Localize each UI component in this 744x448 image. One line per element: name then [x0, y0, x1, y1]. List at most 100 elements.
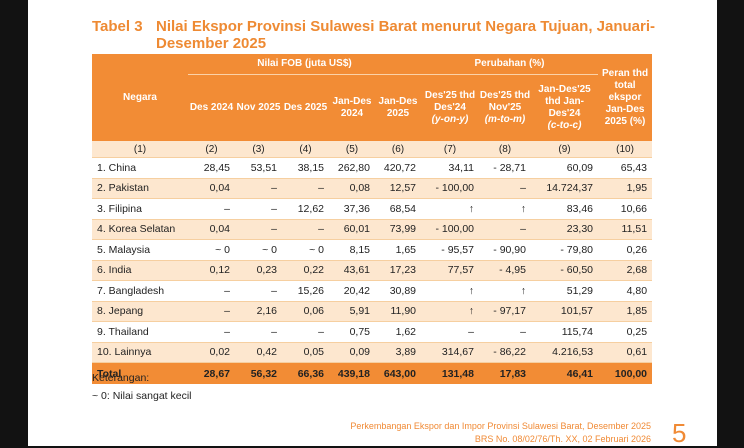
- header-change-label: Jan-Des'25 thd Jan-Des'24: [538, 84, 591, 119]
- table-cell: - 28,71: [479, 157, 531, 179]
- total-label: Total: [92, 362, 188, 384]
- col-number: (10): [598, 141, 653, 158]
- table-cell: ~ 0: [282, 239, 329, 261]
- header-change-label: Des'25 thd Des'24: [424, 90, 476, 113]
- table-cell: 314,67: [421, 342, 479, 363]
- table-cell: - 79,80: [531, 239, 599, 261]
- table-cell: 1,62: [375, 321, 421, 343]
- table-cell: 73,99: [375, 219, 421, 240]
- table-cell: 1,85: [598, 301, 653, 322]
- table-cell: –: [479, 219, 531, 240]
- table-cell: –: [188, 321, 235, 343]
- page-number: 5: [672, 418, 687, 448]
- table-cell: - 60,50: [531, 260, 599, 281]
- table-cell: 4,80: [598, 280, 653, 302]
- table-cell: 28,45: [188, 157, 235, 179]
- table-cell: 0,04: [188, 219, 235, 240]
- table-cell: 101,57: [531, 301, 599, 322]
- table-row: 7. Bangladesh – –15,26 20,42 30,89 ↑ ↑ 51,29 4,8…: [92, 280, 653, 302]
- table-cell: 100,00: [598, 362, 653, 384]
- table-cell: 15,26: [282, 280, 329, 302]
- table-cell: 420,72: [375, 157, 421, 179]
- header-change-note: (m-to-m): [484, 114, 526, 125]
- table-cell: 0,04: [188, 178, 235, 199]
- table-cell: –: [188, 280, 235, 302]
- table-cell: –: [235, 198, 282, 220]
- table-cell: 0,08: [329, 178, 375, 199]
- table-cell: 11,51: [598, 219, 653, 240]
- table-cell: - 90,90: [479, 239, 531, 261]
- table-cell: 4.216,53: [531, 342, 599, 363]
- column-number-row: (1) (2) (3) (4) (5) (6) (7) (8) (9) (10): [92, 141, 653, 158]
- country-name: 9. Thailand: [92, 321, 188, 343]
- header-negara: Negara: [92, 54, 188, 141]
- table-cell: 8,15: [329, 239, 375, 261]
- table-cell: 0,06: [282, 301, 329, 322]
- table-cell: 34,11: [421, 157, 479, 179]
- country-name: 3. Filipina: [92, 198, 188, 220]
- table-cell: 20,42: [329, 280, 375, 302]
- col-number: (1): [92, 141, 188, 158]
- export-table: Negara Nilai FOB (juta US$) Perubahan (%…: [92, 54, 653, 384]
- document-page: Tabel 3 Nilai Ekspor Provinsi Sulawesi B…: [28, 0, 717, 446]
- table-cell: 1,95: [598, 178, 653, 199]
- table-row: 3. Filipina – –12,62 37,36 68,54 ↑ ↑ 83,46 10,66: [92, 198, 653, 220]
- table-cell: 12,57: [375, 178, 421, 199]
- table-cell: 643,00: [375, 362, 421, 384]
- col-number: (7): [421, 141, 479, 158]
- table-cell: 0,22: [282, 260, 329, 281]
- table-cell: –: [235, 219, 282, 240]
- country-name: 7. Bangladesh: [92, 280, 188, 302]
- country-name: 5. Malaysia: [92, 239, 188, 261]
- notes-heading: Keterangan:: [92, 372, 150, 384]
- table-cell: - 100,00: [421, 219, 479, 240]
- table-cell: ↑: [421, 280, 479, 302]
- header-fob-col: Des 2025: [282, 74, 329, 141]
- table-cell: –: [479, 321, 531, 343]
- table-cell: 0,75: [329, 321, 375, 343]
- table-cell: 66,36: [282, 362, 329, 384]
- table-row: 9. Thailand – – –0,75 1,62– –115,74 0,25: [92, 321, 653, 343]
- header-fob-group: Nilai FOB (juta US$): [188, 54, 421, 75]
- header-change-col: Jan-Des'25 thd Jan-Des'24 (c-to-c): [531, 74, 599, 141]
- table-cell: ~ 0: [188, 239, 235, 261]
- header-fob-col: Jan-Des 2025: [375, 74, 421, 141]
- table-cell: 0,05: [282, 342, 329, 363]
- table-cell: 46,41: [531, 362, 599, 384]
- table-title-text: Nilai Ekspor Provinsi Sulawesi Barat men…: [156, 18, 656, 52]
- table-cell: 5,91: [329, 301, 375, 322]
- table-row: 1. China 28,45 53,51 38,15 262,80 420,72 34,11…: [92, 157, 653, 179]
- table-cell: 77,57: [421, 260, 479, 281]
- table-cell: ↑: [479, 198, 531, 220]
- header-change-col: Des'25 thd Nov'25 (m-to-m): [479, 74, 531, 141]
- table-row: 6. India 0,12 0,23 0,22 43,61 17,23 77,57- 4,9…: [92, 260, 653, 281]
- col-number: (2): [188, 141, 235, 158]
- table-cell: - 100,00: [421, 178, 479, 199]
- table-cell: 11,90: [375, 301, 421, 322]
- table-cell: 68,54: [375, 198, 421, 220]
- country-name: 1. China: [92, 157, 188, 179]
- country-name: 8. Jepang: [92, 301, 188, 322]
- header-change-note: (y-on-y): [431, 114, 469, 125]
- header-fob-col: Nov 2025: [235, 74, 282, 141]
- table-cell: - 4,95: [479, 260, 531, 281]
- table-row: 10. Lainnya 0,02 0,42 0,05 0,09 3,89 314,67- 8…: [92, 342, 653, 363]
- table-cell: 2,68: [598, 260, 653, 281]
- table-cell: 43,61: [329, 260, 375, 281]
- header-change-col: Des'25 thd Des'24 (y-on-y): [421, 74, 479, 141]
- table-cell: 3,89: [375, 342, 421, 363]
- table-cell: 0,61: [598, 342, 653, 363]
- table-cell: 0,09: [329, 342, 375, 363]
- table-label: Tabel 3: [92, 18, 143, 35]
- table-cell: 0,02: [188, 342, 235, 363]
- footer-line-1: Perkembangan Ekspor dan Impor Provinsi S…: [350, 421, 651, 431]
- table-cell: 2,16: [235, 301, 282, 322]
- header-change-note: (c-to-c): [547, 120, 582, 131]
- table-cell: 10,66: [598, 198, 653, 220]
- table-cell: 131,48: [421, 362, 479, 384]
- table-cell: 1,65: [375, 239, 421, 261]
- table-row: 4. Korea Selatan 0,04– –60,01 73,99- 100,00…: [92, 219, 653, 240]
- table-cell: 14.724,37: [531, 178, 599, 199]
- table-cell: 0,12: [188, 260, 235, 281]
- col-number: (4): [282, 141, 329, 158]
